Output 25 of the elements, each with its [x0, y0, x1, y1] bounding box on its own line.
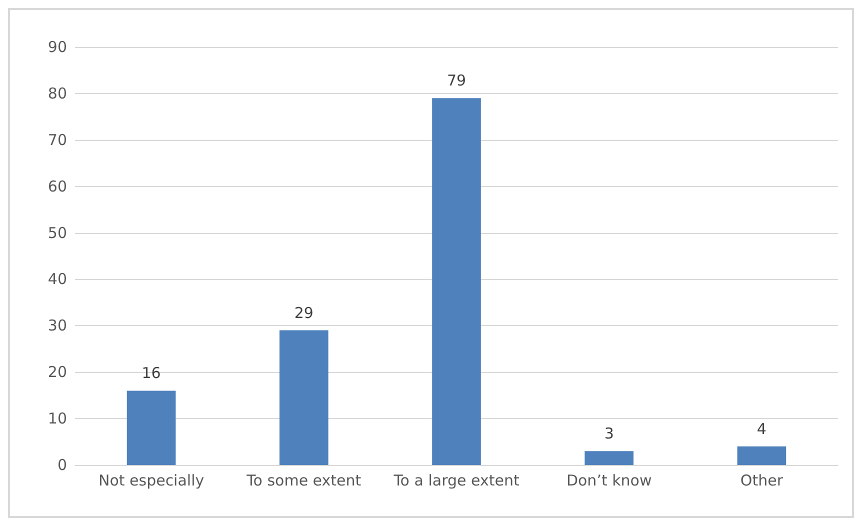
y-tick-label: 10 — [48, 410, 67, 428]
data-label: 3 — [604, 424, 614, 443]
y-tick-label: 60 — [48, 177, 67, 196]
y-tick-label: 20 — [48, 363, 67, 382]
y-tick-label: 80 — [48, 84, 67, 102]
y-tick-label: 70 — [48, 130, 67, 149]
bar — [279, 330, 328, 465]
x-tick-label: Don’t know — [566, 472, 652, 490]
data-label: 4 — [756, 420, 766, 438]
x-tick-label: To some extent — [246, 472, 362, 490]
bar — [432, 98, 481, 465]
y-tick-label: 50 — [48, 224, 67, 242]
data-label: 79 — [446, 72, 466, 90]
data-label: 29 — [294, 304, 314, 322]
y-tick-label: 40 — [48, 270, 67, 288]
y-tick-label: 30 — [48, 316, 67, 335]
x-tick-label: Not especially — [98, 472, 204, 490]
data-label: 16 — [142, 364, 161, 382]
y-tick-label: 90 — [48, 38, 67, 56]
bar — [737, 446, 786, 465]
bar — [126, 390, 176, 465]
y-tick-label: 0 — [57, 456, 67, 474]
x-tick-label: Other — [740, 472, 784, 490]
bar — [584, 451, 634, 465]
x-tick-label: To a large extent — [392, 472, 520, 490]
